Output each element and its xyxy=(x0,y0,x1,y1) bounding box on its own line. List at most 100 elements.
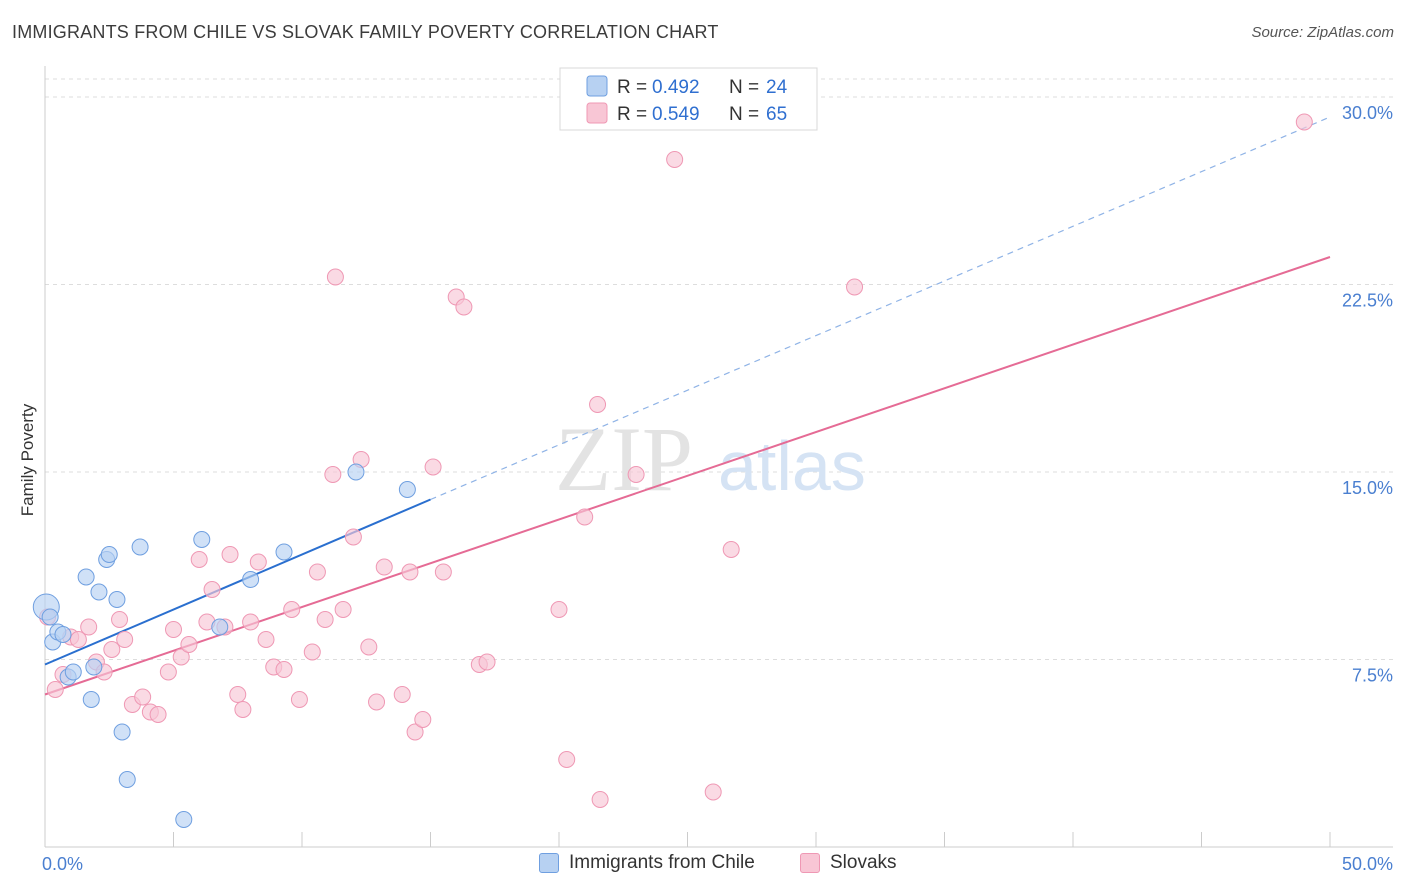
legend-n-value-slovak: 65 xyxy=(766,104,787,125)
point-slovak xyxy=(414,711,432,728)
point-slovak xyxy=(203,581,221,598)
y-tick-labels: 7.5% 15.0% 22.5% 30.0% xyxy=(1342,103,1393,686)
point-slovak xyxy=(478,653,496,671)
point-slovak xyxy=(80,618,98,636)
point-slovak xyxy=(234,701,252,718)
point-slovak xyxy=(627,466,645,483)
point-chile xyxy=(131,538,149,556)
point-slovak xyxy=(1295,113,1313,131)
watermark: ZIP atlas xyxy=(555,408,866,510)
point-chile xyxy=(347,463,365,481)
point-slovak xyxy=(316,611,334,628)
point-slovak xyxy=(46,681,64,698)
legend-r-value-slovak: 0.549 xyxy=(652,104,700,125)
point-chile xyxy=(193,531,211,548)
point-slovak xyxy=(326,268,344,286)
point-slovak xyxy=(550,601,568,618)
point-slovak xyxy=(704,783,722,801)
trend-line-chile xyxy=(44,498,431,666)
point-chile xyxy=(118,771,136,788)
point-chile xyxy=(64,663,82,681)
point-slovak xyxy=(406,723,424,741)
y-tick-label: 7.5% xyxy=(1352,666,1393,686)
point-chile xyxy=(77,568,95,586)
legend-bottom-swatch-chile xyxy=(539,853,559,873)
point-slovak xyxy=(360,638,378,656)
point-slovak xyxy=(165,621,182,638)
x-tick-label-min: 0.0% xyxy=(42,854,83,874)
y-tick-label: 22.5% xyxy=(1342,291,1393,311)
point-slovak xyxy=(149,706,167,723)
point-chile xyxy=(108,591,126,608)
point-slovak xyxy=(283,601,301,618)
point-slovak xyxy=(324,466,342,483)
point-slovak xyxy=(334,601,352,618)
legend-bottom-item-chile: Immigrants from Chile xyxy=(539,852,755,874)
data-points xyxy=(32,113,1313,828)
legend-bottom-swatch-slovak xyxy=(800,853,820,873)
point-chile xyxy=(90,583,108,601)
point-slovak xyxy=(722,541,740,558)
point-slovak xyxy=(455,298,473,316)
source-label: Source: ZipAtlas.com xyxy=(1251,24,1394,41)
point-chile xyxy=(54,626,72,643)
watermark-zip: ZIP xyxy=(555,408,693,510)
point-slovak xyxy=(221,546,239,563)
point-slovak xyxy=(344,528,362,546)
point-chile xyxy=(242,571,260,588)
legend-bottom-label-chile: Immigrants from Chile xyxy=(569,852,755,873)
point-slovak xyxy=(134,688,152,706)
point-slovak xyxy=(290,691,308,708)
point-slovak xyxy=(401,563,419,581)
point-slovak xyxy=(576,508,594,526)
legend-r-label-slovak: R = xyxy=(617,104,647,125)
legend-bottom: Immigrants from Chile Slovaks xyxy=(0,852,1406,878)
legend-swatch-chile xyxy=(586,75,608,97)
point-slovak xyxy=(103,641,121,658)
point-chile xyxy=(175,811,193,828)
point-chile xyxy=(82,691,100,708)
legend-r-label-chile: R = xyxy=(617,77,647,98)
point-slovak xyxy=(434,563,452,581)
point-slovak xyxy=(591,791,609,808)
point-slovak xyxy=(249,553,267,571)
point-slovak xyxy=(846,278,864,296)
point-chile xyxy=(41,608,59,626)
point-slovak xyxy=(308,563,326,581)
x-tick-label-max: 50.0% xyxy=(1342,854,1393,874)
point-slovak xyxy=(275,661,293,678)
legend-n-value-chile: 24 xyxy=(766,77,788,98)
point-slovak xyxy=(190,551,208,568)
point-slovak xyxy=(424,458,442,476)
point-slovak xyxy=(159,663,177,681)
point-chile xyxy=(211,618,229,636)
point-slovak xyxy=(257,631,275,648)
point-slovak xyxy=(303,643,321,661)
legend-swatch-slovak xyxy=(586,102,608,124)
point-slovak xyxy=(116,631,134,648)
y-tick-label: 15.0% xyxy=(1342,478,1393,498)
legend-n-label-chile: N = xyxy=(729,77,759,98)
chart-title: IMMIGRANTS FROM CHILE VS SLOVAK FAMILY P… xyxy=(12,22,719,42)
legend-bottom-label-slovak: Slovaks xyxy=(830,852,897,873)
point-chile xyxy=(113,723,131,741)
point-slovak xyxy=(558,751,576,768)
x-tick-labels: 0.0% 50.0% xyxy=(42,854,1393,874)
point-slovak xyxy=(242,613,260,631)
point-chile xyxy=(398,481,416,498)
trend-lines xyxy=(44,116,1331,696)
legend-r-value-chile: 0.492 xyxy=(652,77,700,98)
axes xyxy=(44,66,1393,848)
point-slovak xyxy=(229,686,247,703)
point-chile xyxy=(85,658,103,676)
watermark-atlas: atlas xyxy=(718,427,866,505)
point-slovak xyxy=(393,686,411,703)
point-slovak xyxy=(69,631,87,648)
point-chile xyxy=(275,543,293,561)
legend-n-label-slovak: N = xyxy=(729,104,759,125)
point-slovak xyxy=(375,558,393,576)
legend-bottom-item-slovak: Slovaks xyxy=(800,852,897,874)
point-slovak xyxy=(368,693,386,711)
point-slovak xyxy=(172,648,190,666)
